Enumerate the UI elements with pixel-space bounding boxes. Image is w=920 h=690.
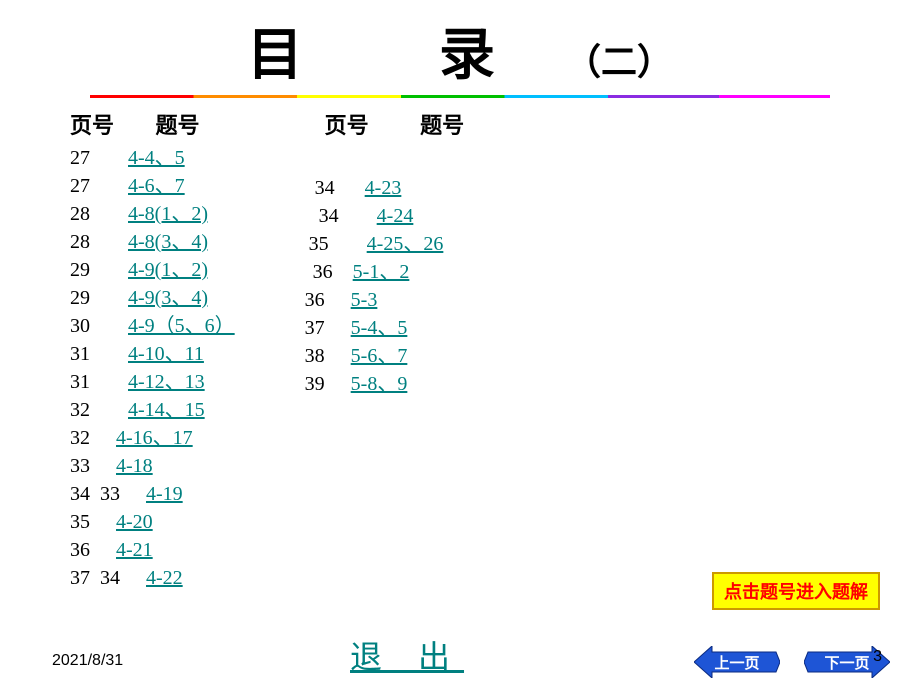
- row-link[interactable]: 4-9(3、4): [128, 284, 208, 312]
- content-area: 页号 题号 27 4-4、5 27 4-6、7 28 4-8(1、2) 28 4-8(3、4)…: [0, 98, 920, 592]
- left-column: 页号 题号 27 4-4、5 27 4-6、7 28 4-8(1、2) 28 4-8(3、4)…: [70, 108, 235, 592]
- row-link[interactable]: 4-9(1、2): [128, 256, 208, 284]
- row-page: 34: [315, 174, 335, 202]
- title-main: 目 录: [247, 10, 535, 91]
- prev-label: 上一页: [714, 652, 759, 673]
- toc-row: 37 34 4-22: [70, 564, 235, 592]
- toc-row: 29 4-9(1、2): [70, 256, 235, 284]
- row-link[interactable]: 4-4、5: [128, 144, 185, 172]
- toc-row: 36 5-1、2: [305, 258, 465, 286]
- exit-button[interactable]: 退 出: [350, 632, 464, 678]
- row-link[interactable]: 4-24: [377, 202, 414, 230]
- row-link[interactable]: 4-14、15: [128, 396, 205, 424]
- row-link[interactable]: 4-20: [116, 508, 153, 536]
- toc-row: 29 4-9(3、4): [70, 284, 235, 312]
- row-page: 32: [70, 424, 90, 452]
- toc-row: 39 5-8、9: [305, 370, 465, 398]
- toc-row: 32 4-14、15: [70, 396, 235, 424]
- toc-row: 33 4-18: [70, 452, 235, 480]
- toc-row: 35 4-25、26: [305, 230, 465, 258]
- row-link[interactable]: 4-22: [146, 564, 183, 592]
- footer-page-number: 3: [873, 648, 882, 666]
- toc-row: 34 4-23: [305, 174, 465, 202]
- hint-box: 点击题号进入题解: [712, 572, 880, 610]
- toc-row: 31 4-12、13: [70, 368, 235, 396]
- row-link[interactable]: 5-3: [351, 286, 378, 314]
- row-link[interactable]: 5-4、5: [351, 314, 408, 342]
- prev-button[interactable]: 上一页: [694, 646, 780, 678]
- row-link[interactable]: 4-25、26: [367, 230, 444, 258]
- row-page: 37: [305, 314, 325, 342]
- toc-row: 34 33 4-19: [70, 480, 235, 508]
- header-topic: 题号: [420, 108, 464, 140]
- row-page: 38: [305, 342, 325, 370]
- row-page: 29: [70, 284, 90, 312]
- row-page: 31: [70, 340, 90, 368]
- row-page: 27: [70, 172, 90, 200]
- footer-date: 2021/8/31: [52, 652, 123, 670]
- toc-row: 34 4-24: [305, 202, 465, 230]
- row-link[interactable]: 4-23: [365, 174, 402, 202]
- toc-row: 32 4-16、17: [70, 424, 235, 452]
- row-page: 35: [70, 508, 90, 536]
- toc-row: 35 4-20: [70, 508, 235, 536]
- title-sub: （二）: [565, 33, 673, 85]
- next-label: 下一页: [824, 652, 869, 673]
- row-link[interactable]: 4-8(3、4): [128, 228, 208, 256]
- row-page: 37: [70, 564, 90, 592]
- right-column: 页号 题号 344-23344-24354-25、26365-1、2365-33…: [305, 108, 465, 592]
- toc-row: 28 4-8(3、4): [70, 228, 235, 256]
- row-page: 33: [70, 452, 90, 480]
- toc-row: 27 4-6、7: [70, 172, 235, 200]
- row-page: 36: [305, 286, 325, 314]
- toc-row: 31 4-10、11: [70, 340, 235, 368]
- toc-row: 28 4-8(1、2): [70, 200, 235, 228]
- row-page: 28: [70, 200, 90, 228]
- row-page: 31: [70, 368, 90, 396]
- header-page: 页号: [70, 108, 150, 140]
- toc-row: 38 5-6、7: [305, 342, 465, 370]
- header-topic: 题号: [156, 108, 200, 140]
- row-link[interactable]: 4-21: [116, 536, 153, 564]
- row-page: 34: [70, 480, 90, 508]
- row-link[interactable]: 5-8、9: [351, 370, 408, 398]
- row-link[interactable]: 5-1、2: [353, 258, 410, 286]
- title-row: 目 录 （二）: [0, 0, 920, 91]
- toc-row: 36 5-3: [305, 286, 465, 314]
- toc-row: 27 4-4、5: [70, 144, 235, 172]
- row-link[interactable]: 4-8(1、2): [128, 200, 208, 228]
- row-page: 29: [70, 256, 90, 284]
- row-page: 27: [70, 144, 90, 172]
- row-page-extra: 34: [100, 564, 120, 592]
- row-link[interactable]: 4-12、13: [128, 368, 205, 396]
- column-headers: 页号 题号: [70, 108, 235, 140]
- header-page: 页号: [325, 108, 405, 140]
- row-link[interactable]: 4-19: [146, 480, 183, 508]
- row-link[interactable]: 5-6、7: [351, 342, 408, 370]
- row-page: 35: [309, 230, 329, 258]
- row-page: 32: [70, 396, 90, 424]
- row-page: 36: [313, 258, 333, 286]
- row-page: 34: [319, 202, 339, 230]
- row-link[interactable]: 4-16、17: [116, 424, 193, 452]
- row-page-extra: 33: [100, 480, 120, 508]
- row-link[interactable]: 4-6、7: [128, 172, 185, 200]
- column-headers: 页号 题号: [305, 108, 465, 140]
- row-page: 28: [70, 228, 90, 256]
- row-page: 30: [70, 312, 90, 340]
- row-link[interactable]: 4-18: [116, 452, 153, 480]
- toc-row: 30 4-9（5、6）: [70, 312, 235, 340]
- toc-row: 36 4-21: [70, 536, 235, 564]
- row-page: 36: [70, 536, 90, 564]
- row-link[interactable]: 4-10、11: [128, 340, 204, 368]
- row-page: 39: [305, 370, 325, 398]
- row-link[interactable]: 4-9（5、6）: [128, 312, 235, 340]
- toc-row: 37 5-4、5: [305, 314, 465, 342]
